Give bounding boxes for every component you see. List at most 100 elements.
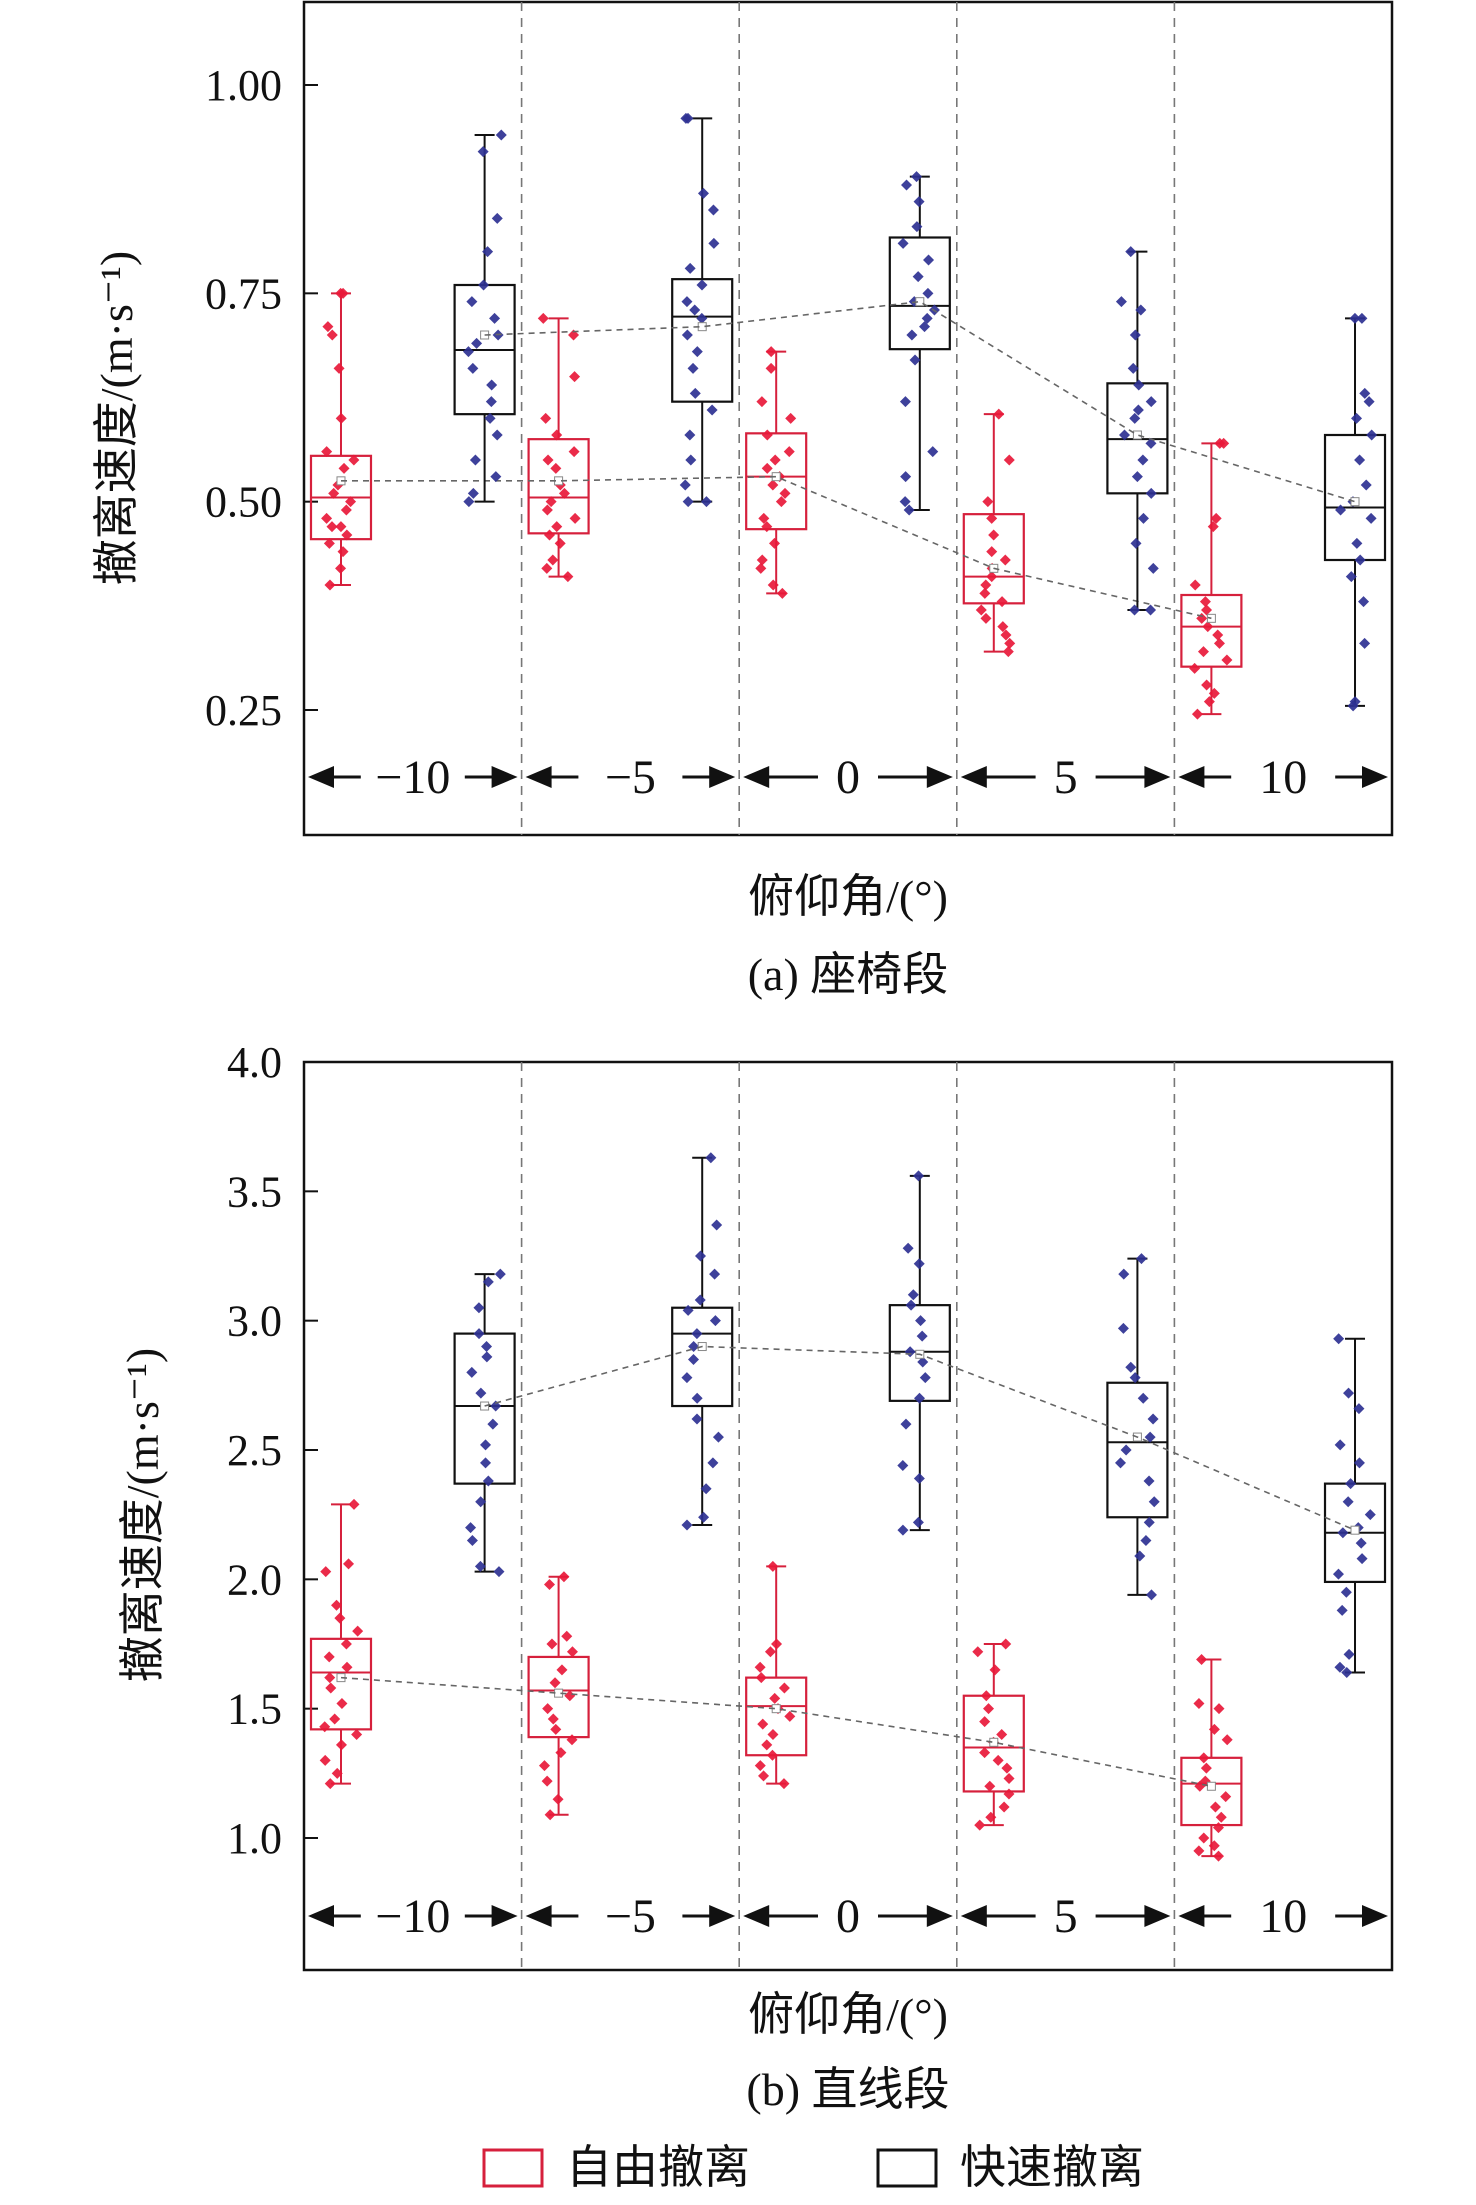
panel-a-free-point [323, 537, 335, 549]
panel-b-free-point [1003, 1788, 1015, 1800]
panel-b-fast-point [473, 1328, 485, 1340]
panel-b-fast-point [711, 1219, 723, 1231]
panel-b-free-point [343, 1558, 355, 1570]
panel-b-free-point [989, 1664, 1001, 1676]
panel-b-free-point [320, 1566, 332, 1578]
panel-b-fast-point [914, 1392, 926, 1404]
panel-b-fast-point [682, 1304, 694, 1316]
panel-a-free-point [321, 512, 333, 524]
panel-b-free-point [755, 1672, 767, 1684]
panel-b-fast-point [902, 1242, 914, 1254]
panel-a-fast-point [1359, 387, 1371, 399]
panel-b-free-point [331, 1767, 343, 1779]
panel-a-free-point [767, 479, 779, 491]
panel-a-ytick-label: 0.25 [205, 686, 282, 735]
panel-a-fast-point [477, 146, 489, 158]
panel-a-fast-point [484, 412, 496, 424]
panel-a-free-point [986, 571, 998, 583]
panel-a-free-point [324, 579, 336, 591]
panel-b-arrowhead-right [1144, 1905, 1171, 1927]
panel-b-free-point [325, 1682, 337, 1694]
panel-b-fast-point [915, 1315, 927, 1327]
panel-a-free-point [999, 554, 1011, 566]
panel-a-fast-point [1129, 604, 1141, 616]
panel-a-free-point [541, 562, 553, 574]
panel-b-fast-point [1140, 1535, 1152, 1547]
panel-b-fast-point [1340, 1586, 1352, 1598]
panel-b-group-label: 0 [836, 1890, 860, 1943]
panel-b-fast-point [1336, 1604, 1348, 1616]
panel-a-fast-point [469, 454, 481, 466]
panel-b-fast-point [466, 1535, 478, 1547]
panel-a-free-point [569, 371, 581, 383]
panel-b-free-point [979, 1716, 991, 1728]
panel-b-free-point [319, 1721, 331, 1733]
panel-b-fast-point [481, 1341, 493, 1353]
panel-a-free-point [1208, 687, 1220, 699]
panel-b-fast-point [897, 1524, 909, 1536]
panel-b-fast-point [1147, 1413, 1159, 1425]
panel-b-arrowhead-right [491, 1905, 518, 1927]
panel-b-arrowhead-left [308, 1905, 334, 1927]
panel-b-ytick-label: 3.5 [227, 1167, 282, 1216]
panel-b-free-point [1193, 1697, 1205, 1709]
panel-a-free-point [785, 412, 797, 424]
panel-a-fast-point [1354, 554, 1366, 566]
panel-b-ytick-label: 1.5 [227, 1685, 282, 1734]
panel-a-fast-point [1351, 412, 1363, 424]
panel-a-fast-point [1365, 512, 1377, 524]
panel-b-free-point [761, 1739, 773, 1751]
panel-a-free-point [996, 596, 1008, 608]
panel-b-free-point [538, 1760, 550, 1772]
panel-a-fast-point [899, 396, 911, 408]
panel-a-free-point [1207, 521, 1219, 533]
panel-b-free-point [984, 1780, 996, 1792]
panel-b-free-point [556, 1664, 568, 1676]
panel-a-fast-point [485, 396, 497, 408]
panel-a-arrowhead-left [525, 766, 552, 788]
panel-b-free-point [549, 1677, 561, 1689]
panel-b-fast-point [919, 1372, 931, 1384]
panel-b-ytick-label: 2.5 [227, 1426, 282, 1475]
panel-a-free-point [779, 487, 791, 499]
panel-b-fast-point [1137, 1392, 1149, 1404]
panel-b-free-point [566, 1646, 578, 1658]
panel-a-fast-point [1360, 479, 1372, 491]
panel-a-arrowhead-left [960, 766, 987, 788]
panel-b-free-point [566, 1734, 578, 1746]
panel-b-free-point [758, 1770, 770, 1782]
panel-a-free-point [1197, 646, 1209, 658]
panel-a-fast-point [1132, 404, 1144, 416]
panel-b-free-point [352, 1625, 364, 1637]
panel-b-free-mean-trend [340, 1676, 1212, 1788]
panel-a-free-point [340, 504, 352, 516]
panel-b-fast-point [482, 1475, 494, 1487]
panel-b-free-point [547, 1713, 559, 1725]
panel-b-arrowhead-right [709, 1905, 736, 1927]
panel-b-fast-point [1134, 1550, 1146, 1562]
panel-a-fast-point [903, 504, 915, 516]
panel-b-fast-point [475, 1387, 487, 1399]
panel-a-fast-point [1351, 537, 1363, 549]
panel-b-fast-mean-trend [484, 1345, 1356, 1531]
panel-b-free-point [1198, 1752, 1210, 1764]
panel-b-fast-point [695, 1250, 707, 1262]
panel-a-fast-point [462, 346, 474, 358]
panel-b-fast-point [1342, 1496, 1354, 1508]
panel-b-arrowhead-left [1178, 1905, 1205, 1927]
panel-b-fast-point [705, 1152, 717, 1164]
panel-a-fast-point [490, 471, 502, 483]
panel-a-fast-point [697, 187, 709, 199]
panel-b-free-point [767, 1729, 779, 1741]
panel-b-arrowhead-left [743, 1905, 770, 1927]
panel-a-y-axis-title: 撤离速度/(m·s⁻¹) [91, 251, 142, 586]
panel-a-fast-point [923, 254, 935, 266]
panel-b-fast-point [1125, 1361, 1137, 1373]
panel-a-free-box [527, 438, 590, 535]
panel-a-free-point [755, 562, 767, 574]
panel-b-free-point [323, 1651, 335, 1663]
panel-b-fast-point [691, 1413, 703, 1425]
panel-a-free-point [1202, 621, 1214, 633]
panel-b-free-point [544, 1809, 556, 1821]
panel-b-arrowhead-right [1362, 1905, 1388, 1927]
